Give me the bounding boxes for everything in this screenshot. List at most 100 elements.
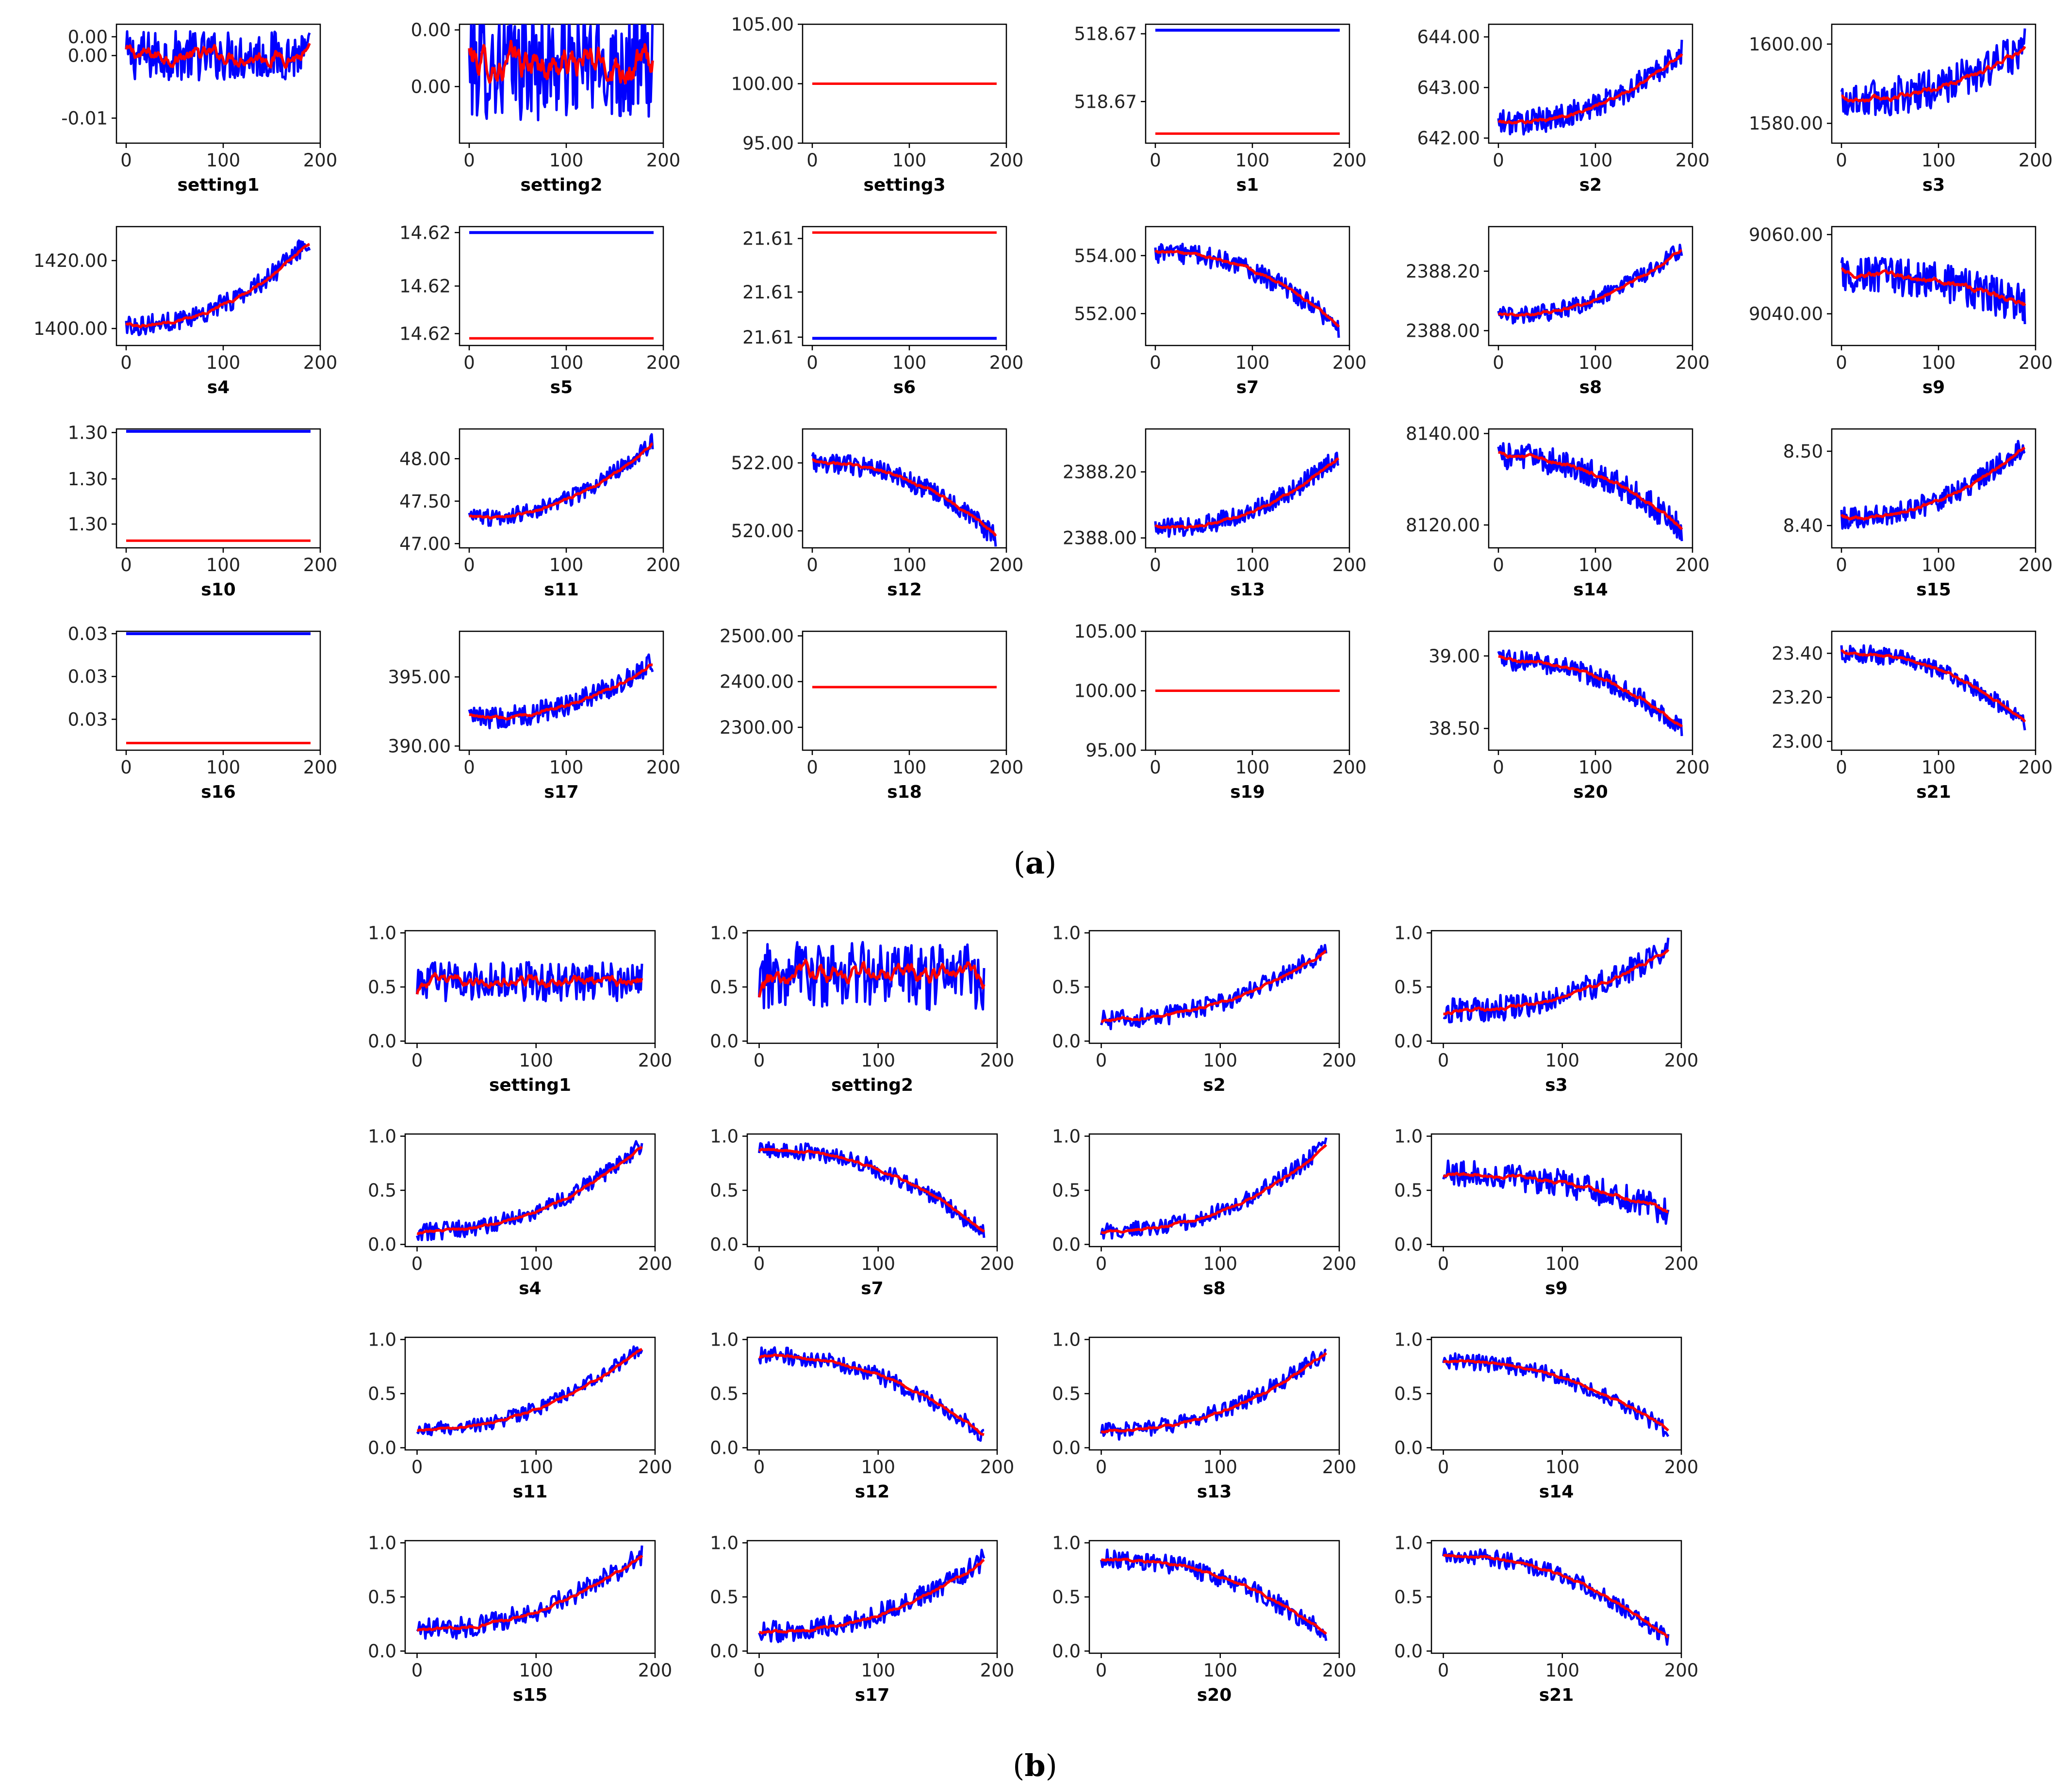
raw-line (1442, 1159, 1670, 1225)
x-tick-label: 100 (1235, 555, 1270, 575)
y-tick-label: 1600.00 (1749, 34, 1823, 55)
y-tick-label: 95.00 (742, 133, 794, 154)
smoothed-line (1154, 249, 1340, 328)
y-tick-label: 39.00 (1429, 646, 1480, 667)
axes-frame (1145, 226, 1350, 346)
subplot-title: setting3 (863, 175, 945, 195)
subplot-title: s15 (513, 1685, 548, 1705)
smoothed-line (758, 1559, 985, 1635)
x-tick-label: 200 (303, 757, 338, 778)
x-tick-label: 100 (1545, 1660, 1579, 1681)
x-tick-label: 200 (303, 352, 338, 373)
smoothed-line (1101, 950, 1327, 1023)
smoothed-line (417, 1348, 643, 1432)
x-tick-label: 0 (1096, 1660, 1107, 1681)
axes-frame (1145, 23, 1350, 144)
y-tick-label: 14.62 (399, 324, 451, 345)
subplot-title: s20 (1573, 782, 1608, 802)
subplot-s21: 0 100 200 1.0 0.5 0.0 s21 (1394, 1532, 1698, 1705)
subplot-title: s19 (1230, 782, 1265, 802)
y-tick-label: 9040.00 (1749, 304, 1823, 325)
y-tick-label: 21.61 (742, 229, 794, 249)
x-tick-label: 0 (1438, 1660, 1449, 1681)
raw-line (1442, 1352, 1670, 1437)
x-tick-label: 200 (1676, 757, 1710, 778)
raw-line (758, 1548, 986, 1644)
y-tick-label: 0.0 (368, 1641, 396, 1662)
subplot-s21: 0 100 200 23.40 23.20 23.00 s21 (1772, 630, 2053, 802)
x-tick-label: 100 (1922, 352, 1956, 373)
subplot-title: s18 (887, 782, 922, 802)
x-tick-label: 0 (463, 555, 475, 575)
x-tick-label: 200 (1332, 352, 1367, 373)
x-tick-label: 100 (549, 150, 584, 171)
subplot-s19: 0 100 200 105.00 100.00 95.00 s19 (1074, 621, 1367, 802)
y-tick-label: 518.67 (1074, 91, 1137, 112)
axes-frame (459, 226, 664, 346)
x-tick-label: 0 (806, 150, 818, 171)
subplot-s9: 0 100 200 9060.00 9040.00 s9 (1749, 224, 2053, 397)
y-tick-label: 105.00 (1074, 621, 1137, 642)
x-tick-label: 0 (120, 352, 132, 373)
x-tick-label: 100 (1545, 1457, 1579, 1478)
y-tick-label: 105.00 (731, 14, 794, 35)
subplot-title: setting2 (831, 1075, 913, 1095)
axes-frame (115, 630, 321, 751)
subplot-s12: 0 100 200 522.00 520.00 s12 (731, 428, 1023, 600)
smoothed-line (125, 43, 311, 69)
x-tick-label: 0 (411, 1050, 423, 1071)
x-tick-label: 100 (1922, 150, 1956, 171)
y-tick-label: 0.0 (1052, 1031, 1081, 1052)
smoothed-line (468, 40, 654, 84)
y-tick-label: 0.5 (368, 1180, 396, 1201)
smoothed-line (1443, 1359, 1669, 1432)
y-tick-label: 9060.00 (1749, 224, 1823, 245)
y-tick-label: 1.0 (1052, 1329, 1081, 1350)
y-tick-label: 1.0 (710, 1329, 739, 1350)
x-tick-label: 0 (1836, 150, 1847, 171)
axes-frame (1488, 630, 1693, 751)
subplot-title: s13 (1230, 580, 1265, 600)
raw-line (1154, 451, 1340, 538)
subplot-s7: 0 100 200 554.00 552.00 s7 (1074, 226, 1367, 397)
y-tick-label: 0.03 (68, 666, 108, 687)
smoothed-line (758, 1148, 986, 1233)
y-tick-label: 0.0 (710, 1031, 739, 1052)
x-tick-label: 0 (1150, 555, 1161, 575)
y-tick-label: 2300.00 (720, 717, 794, 738)
smoothed-line (758, 1353, 985, 1436)
subplot-title: s8 (1579, 378, 1602, 397)
subplot-title: setting1 (489, 1075, 571, 1095)
subplot-s14: 0 100 200 8140.00 8120.00 s14 (1406, 423, 1709, 600)
y-tick-label: 2388.00 (1406, 320, 1480, 341)
subplot-title: s14 (1573, 580, 1608, 600)
subplot-s16: 0 100 200 0.03 0.03 0.03 s16 (68, 624, 338, 802)
x-tick-label: 100 (1235, 352, 1270, 373)
x-tick-label: 0 (1836, 352, 1847, 373)
smoothed-line (125, 243, 311, 329)
subplot-title: s2 (1203, 1075, 1225, 1095)
x-tick-label: 0 (1493, 757, 1504, 778)
x-tick-label: 100 (1922, 555, 1956, 575)
raw-line (1100, 1137, 1328, 1240)
axes-frame (1088, 930, 1340, 1044)
smoothed-line (415, 972, 643, 995)
x-tick-label: 100 (1203, 1253, 1237, 1274)
x-tick-label: 0 (806, 352, 818, 373)
x-tick-label: 100 (892, 150, 927, 171)
x-tick-label: 200 (646, 555, 681, 575)
x-tick-label: 100 (1235, 150, 1270, 171)
x-tick-label: 100 (1545, 1050, 1579, 1071)
subplot-s13: 0 100 200 2388.20 2388.00 s13 (1063, 428, 1366, 600)
x-tick-label: 0 (463, 150, 475, 171)
x-tick-label: 100 (206, 555, 241, 575)
y-tick-label: 520.00 (731, 521, 794, 542)
axes-frame (746, 1540, 998, 1654)
subplot-s8: 0 100 200 1.0 0.5 0.0 s8 (1052, 1126, 1356, 1299)
subplot-title: s3 (1545, 1075, 1567, 1095)
subplot-s10: 0 100 200 1.30 1.30 1.30 s10 (68, 422, 338, 600)
y-tick-label: 0.5 (368, 977, 396, 998)
x-tick-label: 100 (1578, 352, 1613, 373)
y-tick-label: 1.0 (1394, 1532, 1423, 1553)
x-tick-label: 200 (638, 1253, 673, 1274)
